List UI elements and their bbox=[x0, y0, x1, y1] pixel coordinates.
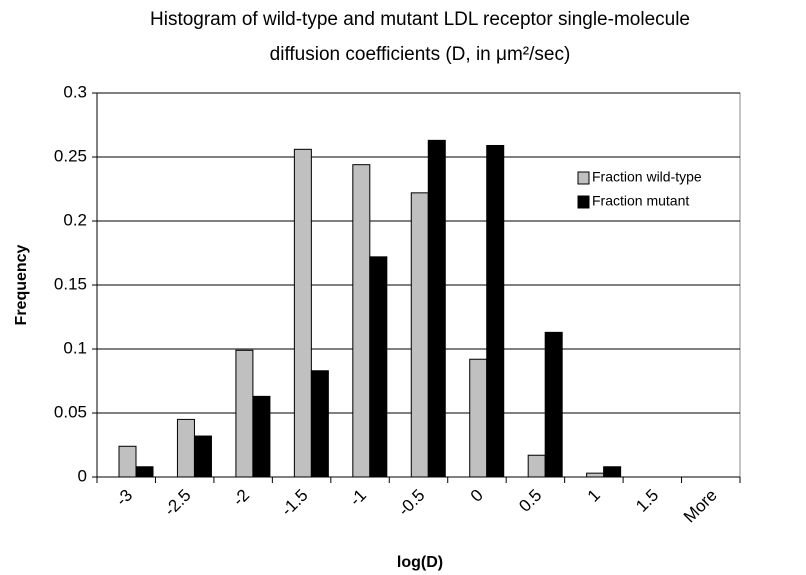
y-tick-label: 0.15 bbox=[54, 274, 87, 293]
x-axis-label: log(D) bbox=[397, 554, 443, 571]
legend-label: Fraction mutant bbox=[592, 193, 689, 209]
x-tick-label: -2 bbox=[229, 486, 253, 510]
chart-title: diffusion coefficients (D, in μm²/sec) bbox=[270, 44, 571, 65]
bar bbox=[235, 349, 254, 478]
bar bbox=[369, 256, 388, 478]
bar bbox=[252, 395, 271, 478]
legend-label: Fraction wild-type bbox=[592, 169, 702, 185]
bar bbox=[293, 148, 312, 478]
x-tick-label: -2.5 bbox=[161, 486, 195, 520]
x-tick-label: 1.5 bbox=[632, 486, 662, 516]
bar bbox=[118, 445, 137, 478]
x-tick-label: -3 bbox=[112, 486, 136, 510]
bar bbox=[135, 466, 154, 478]
x-tick-label: 0.5 bbox=[515, 486, 545, 516]
y-tick-label: 0.3 bbox=[63, 82, 87, 101]
bar bbox=[352, 164, 371, 478]
bar bbox=[410, 192, 429, 478]
bar bbox=[310, 370, 329, 478]
bar bbox=[603, 466, 622, 478]
legend-swatch bbox=[577, 171, 590, 185]
y-tick-label: 0.25 bbox=[54, 146, 87, 165]
x-tick-label: -0.5 bbox=[394, 486, 428, 520]
x-tick-label: -1 bbox=[346, 486, 370, 510]
legend-swatch bbox=[577, 195, 590, 209]
x-tick-label: 0 bbox=[467, 486, 487, 506]
y-axis-label: Frequency bbox=[13, 244, 30, 325]
x-tick-label: -1.5 bbox=[277, 486, 311, 520]
bar bbox=[586, 472, 605, 478]
bar bbox=[527, 454, 546, 478]
y-tick-label: 0.2 bbox=[63, 210, 87, 229]
bar bbox=[486, 144, 505, 478]
y-tick-label: 0 bbox=[78, 466, 87, 485]
x-tick-label: 1 bbox=[584, 486, 604, 506]
bar bbox=[176, 418, 195, 478]
bar bbox=[469, 358, 488, 478]
bar bbox=[544, 331, 563, 478]
bar bbox=[427, 139, 446, 478]
x-tick-label: More bbox=[680, 486, 721, 527]
bar bbox=[193, 435, 212, 478]
y-tick-label: 0.1 bbox=[63, 338, 87, 357]
y-tick-label: 0.05 bbox=[54, 402, 87, 421]
chart-title: Histogram of wild-type and mutant LDL re… bbox=[150, 9, 690, 30]
